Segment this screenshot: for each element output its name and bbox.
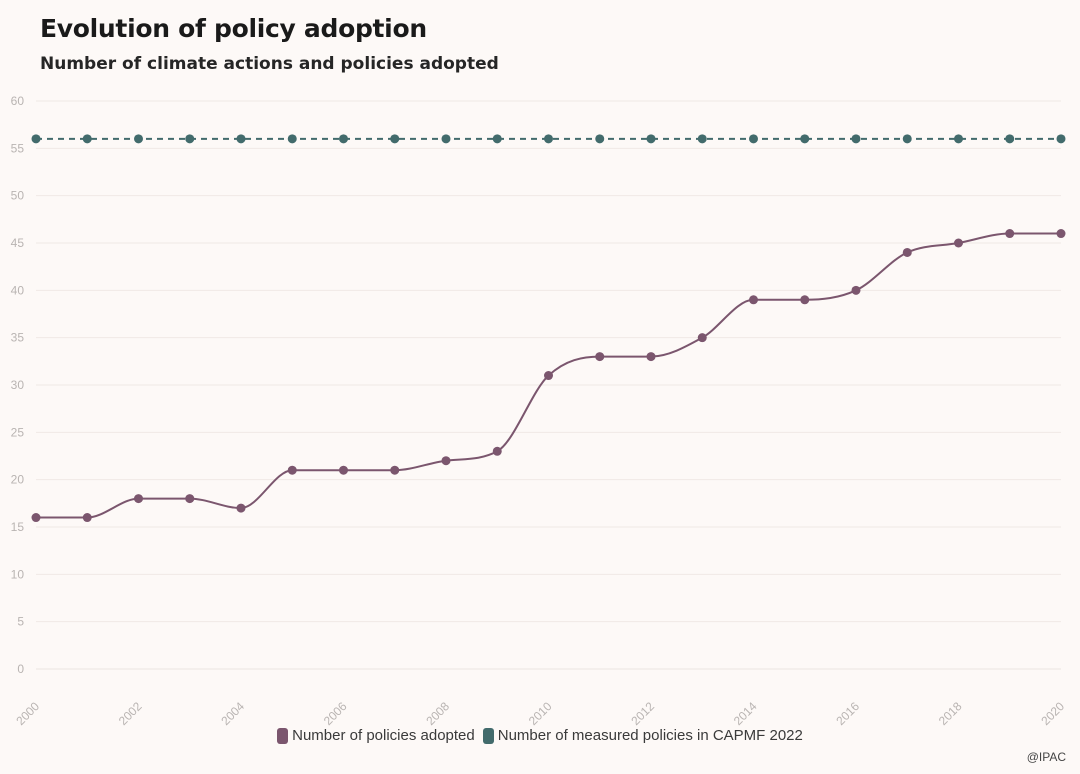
- data-point: [134, 494, 143, 504]
- data-point: [1056, 134, 1066, 144]
- chart-subtitle: Number of climate actions and policies a…: [40, 54, 499, 74]
- data-point: [492, 134, 502, 144]
- data-point: [185, 134, 195, 144]
- gridlines: [36, 100, 1061, 670]
- y-tick-label: 40: [11, 283, 25, 297]
- x-tick-label: 2002: [116, 699, 145, 728]
- data-point: [749, 295, 758, 305]
- y-axis-ticks: 0 5 10 15 20 25 30 35 40 45 50 55 60: [11, 94, 25, 676]
- data-point: [544, 371, 553, 381]
- data-point: [800, 295, 810, 305]
- y-tick-label: 30: [11, 378, 25, 392]
- series-points: [31, 134, 1066, 523]
- data-point: [1005, 134, 1015, 144]
- data-point: [82, 134, 92, 144]
- x-tick-label: 2020: [1038, 699, 1067, 728]
- data-point: [31, 134, 41, 144]
- data-point: [749, 134, 758, 144]
- y-tick-label: 5: [17, 615, 24, 629]
- x-axis-ticks: 2000 2002 2004 2006 2008 2010 2012 2014 2016 2018…: [13, 699, 1067, 728]
- data-point: [697, 134, 707, 144]
- legend-label: Number of policies adopted: [292, 727, 475, 744]
- data-point: [697, 333, 707, 343]
- data-point: [236, 134, 246, 144]
- data-point: [287, 465, 297, 475]
- x-tick-label: 2008: [423, 699, 452, 728]
- data-point: [800, 134, 810, 144]
- data-point: [902, 247, 912, 257]
- legend-item-policies-adopted[interactable]: Number of policies adopted: [277, 727, 475, 744]
- data-point: [851, 134, 861, 144]
- data-point: [441, 456, 451, 466]
- data-point: [134, 134, 143, 144]
- y-tick-label: 45: [11, 236, 25, 250]
- y-tick-label: 35: [11, 331, 25, 345]
- data-point: [646, 352, 656, 362]
- data-point: [851, 285, 861, 295]
- data-point: [595, 352, 605, 362]
- chart-title: Evolution of policy adoption: [40, 14, 427, 43]
- data-point: [339, 134, 348, 144]
- data-point: [595, 134, 605, 144]
- data-point: [236, 503, 246, 513]
- y-tick-label: 50: [11, 189, 25, 203]
- x-tick-label: 2010: [526, 699, 555, 728]
- data-point: [390, 465, 400, 475]
- y-tick-label: 25: [11, 425, 25, 439]
- y-tick-label: 15: [11, 520, 25, 534]
- legend-item-measured-policies[interactable]: Number of measured policies in CAPMF 202…: [482, 727, 803, 744]
- data-point: [441, 134, 451, 144]
- x-tick-label: 2014: [731, 699, 760, 728]
- data-point: [646, 134, 656, 144]
- legend: Number of policies adopted Number of mea…: [0, 727, 1080, 744]
- data-point: [1056, 229, 1066, 239]
- data-point: [339, 465, 348, 475]
- legend-swatch-measured-policies: [482, 727, 494, 744]
- data-point: [954, 134, 963, 144]
- y-tick-label: 60: [11, 94, 25, 108]
- data-point: [31, 513, 41, 523]
- y-tick-label: 55: [11, 141, 25, 155]
- data-point: [492, 446, 502, 456]
- x-tick-label: 2018: [936, 699, 965, 728]
- legend-label: Number of measured policies in CAPMF 202…: [497, 727, 803, 744]
- data-point: [954, 238, 963, 248]
- x-tick-label: 2006: [321, 699, 350, 728]
- data-point: [287, 134, 297, 144]
- x-tick-label: 2016: [833, 699, 862, 728]
- x-tick-label: 2000: [13, 699, 42, 728]
- y-tick-label: 0: [17, 662, 24, 676]
- data-point: [1005, 229, 1015, 239]
- data-point: [902, 134, 912, 144]
- data-point: [544, 134, 553, 144]
- x-tick-label: 2012: [628, 699, 657, 728]
- x-tick-label: 2004: [218, 699, 247, 728]
- y-tick-label: 20: [11, 473, 25, 487]
- data-point: [185, 494, 195, 504]
- y-tick-label: 10: [11, 567, 25, 581]
- legend-swatch-policies-adopted: [277, 727, 289, 744]
- data-point: [390, 134, 400, 144]
- data-point: [82, 513, 92, 523]
- credit-label: @IPAC: [1026, 750, 1066, 764]
